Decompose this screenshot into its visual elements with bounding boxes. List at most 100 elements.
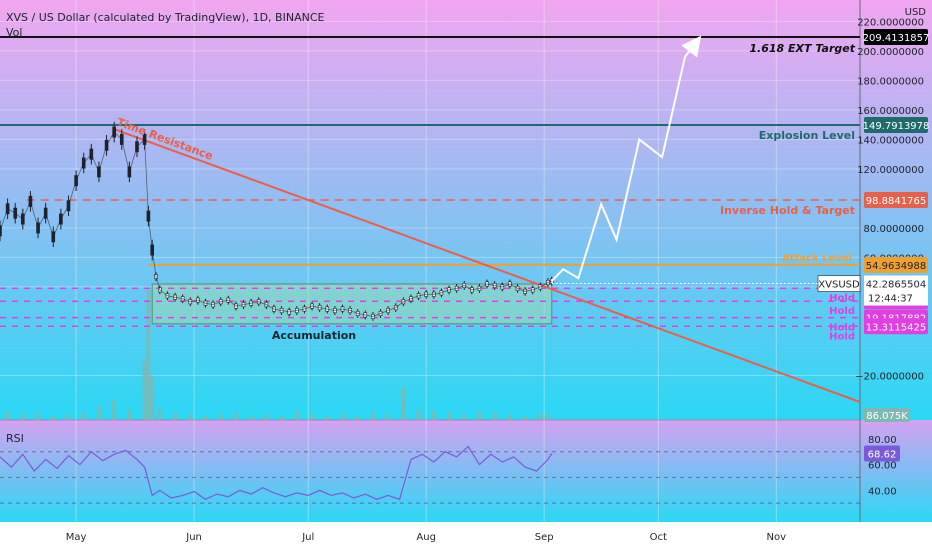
level-badge: [864, 318, 928, 335]
grid: [0, 0, 860, 522]
volume-bar: [386, 414, 391, 420]
volume-bar: [36, 412, 41, 420]
rsi-label: RSI: [6, 432, 24, 445]
volume-bar: [20, 414, 25, 420]
volume-bar: [127, 409, 132, 420]
label-hold: Hold: [829, 323, 855, 334]
volume-bar: [150, 375, 155, 420]
rsi-line: [0, 445, 553, 501]
price-axis: 220.0000000 200.0000000 180.0000000 160.000…: [551, 17, 930, 497]
volume-badge: [864, 408, 910, 422]
volume-bar: [51, 415, 56, 420]
volume-bar: [492, 412, 497, 420]
chart-title: XVS / US Dollar (calculated by TradingVi…: [6, 11, 325, 24]
price-tick-label: 140.0000000: [857, 135, 924, 146]
volume-bar: [401, 387, 406, 420]
volume-bar: [142, 360, 147, 420]
level-badge: [864, 28, 928, 45]
time-tick-label: Aug: [416, 532, 436, 543]
time-tick-label: May: [66, 532, 87, 543]
volume-bar: [5, 411, 10, 420]
volume-bar: [294, 411, 299, 420]
volume-bar: [462, 414, 467, 420]
rsi-value-label: 68.62: [868, 449, 897, 460]
time-tick-label: Jun: [185, 532, 202, 543]
volume-bar: [447, 412, 452, 420]
label-ext-target: 1.618 EXT Target: [749, 42, 855, 55]
horizontal-levels: [0, 35, 860, 328]
trendline-line: [113, 128, 861, 403]
level-badge: [864, 192, 928, 209]
volume-bar: [96, 406, 101, 420]
time-resistance-trendline: [113, 128, 861, 403]
volume-bar: [203, 415, 208, 420]
current-price-badge: [864, 275, 928, 306]
currency-label: USD: [904, 7, 926, 18]
price-line: [0, 131, 552, 317]
level-badge: [864, 116, 928, 133]
time-tick-label: Oct: [650, 532, 667, 543]
level-badge-label: 98.8841765: [866, 196, 926, 207]
volume-bar: [66, 414, 71, 420]
price-tick-label: 80.0000000: [864, 224, 924, 235]
volume-bar: [431, 411, 436, 420]
volume-bar: [218, 414, 223, 420]
volume-bar: [477, 411, 482, 420]
time-tick-label: Jul: [301, 532, 314, 543]
main-pane-background: [0, 0, 932, 420]
time-tick-label: Nov: [767, 532, 787, 543]
volume-badge-label: 86.075K: [866, 411, 908, 422]
label-inverse-hold: Inverse Hold & Target: [720, 204, 855, 217]
price-tick-label: −20.0000000: [855, 371, 924, 382]
time-tick-label: Sep: [535, 532, 554, 543]
volume-bars: [5, 290, 550, 420]
volume-bar: [279, 415, 284, 420]
level-badge-label: 54.9634988: [866, 261, 926, 272]
time-axis-background: [0, 522, 932, 550]
countdown-label: 12:44:37: [868, 294, 913, 305]
label-accumulation: Accumulation: [272, 329, 356, 342]
volume-bar: [325, 415, 330, 420]
volume-bar: [157, 408, 162, 420]
label-hold: Hold: [829, 331, 855, 342]
price-tick-label: 180.0000000: [857, 76, 924, 87]
volume-bar: [146, 290, 151, 420]
volume-label: Vol: [6, 26, 23, 39]
rsi-pane-background: [0, 420, 932, 522]
label-hold: Hold: [829, 306, 855, 317]
volume-bar: [310, 414, 315, 420]
volume-bar: [507, 414, 512, 420]
projection-path: [551, 35, 702, 282]
level-badge-label: 209.4131857: [863, 33, 930, 44]
level-badge-label: 149.7913978: [863, 121, 930, 132]
rsi-tick-label: 80.00: [868, 435, 897, 446]
volume-bar: [545, 414, 550, 420]
volume-bar: [370, 412, 375, 420]
price-tick-label: 160.0000000: [857, 106, 924, 117]
rsi-indicator: [0, 445, 860, 504]
symbol-badge-label: XVSUSD: [818, 280, 860, 291]
current-price-label: 42.2865504: [866, 280, 926, 291]
volume-bar: [416, 409, 421, 420]
volume-bar: [81, 412, 86, 420]
volume-bar: [233, 412, 238, 420]
projection-line: [551, 35, 702, 282]
price-tick-label: 220.0000000: [857, 17, 924, 28]
volume-bar: [112, 399, 117, 420]
label-explosion-level: Explosion Level: [759, 129, 855, 142]
volume-bar: [249, 415, 254, 420]
level-badge-label: 13.3115425: [866, 322, 926, 333]
rsi-tick-label: 40.00: [868, 486, 897, 497]
volume-bar: [173, 412, 178, 420]
price-tick-label: 200.0000000: [857, 47, 924, 58]
volume-bar: [523, 415, 528, 420]
rsi-tick-label: 60.00: [868, 461, 897, 472]
volume-bar: [340, 414, 345, 420]
volume-bar: [538, 412, 543, 420]
label-attack-level: Attack Level: [782, 253, 852, 264]
rsi-value-badge: [864, 445, 900, 462]
symbol-badge: [817, 275, 861, 292]
price-series: [0, 121, 554, 321]
volume-bar: [264, 414, 269, 420]
